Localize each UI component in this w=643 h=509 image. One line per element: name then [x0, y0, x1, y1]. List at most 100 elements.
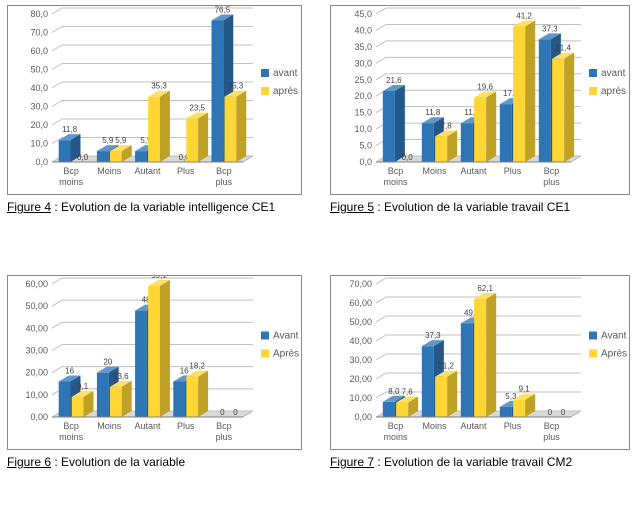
grid-depth: [52, 278, 62, 284]
bar-value-label: 5,9: [115, 136, 127, 145]
figure-6-caption: Figure 6 : Evolution de la variable: [7, 454, 302, 471]
figure-7-cell: 0,0010,0020,0030,0040,0050,0060,0070,008…: [330, 275, 630, 471]
bar-side: [395, 85, 405, 162]
y-tick-label: 70,0: [30, 28, 48, 38]
chart-svg: 0,0010,0020,0030,0040,0050,0060,0070,008…: [331, 276, 631, 451]
y-tick-label: 60,0: [30, 46, 48, 56]
y-tick-label: 40,0: [354, 25, 372, 35]
bar-front: [513, 400, 525, 417]
bar-front: [383, 91, 395, 162]
legend-swatch: [261, 87, 269, 95]
category-label: plus: [543, 177, 560, 187]
bar-value-label: 35,3: [228, 82, 244, 91]
legend-label: Après: [601, 349, 627, 360]
figure-6-chart: 0,0010,0020,0030,0040,0050,0060,00169,1B…: [7, 275, 302, 450]
category-label: Autant: [460, 421, 487, 431]
bar-front: [97, 151, 109, 162]
grid-depth: [376, 8, 386, 14]
bar-front: [500, 407, 512, 417]
legend-label: avant: [601, 68, 626, 79]
grid-depth: [376, 354, 386, 360]
y-tick-label: 50,00: [349, 317, 372, 327]
y-tick-label: 30,0: [354, 58, 372, 68]
bar-value-label: 23,5: [189, 104, 205, 113]
bar-front: [110, 151, 122, 162]
bar-front: [461, 123, 473, 162]
bar-front: [435, 136, 447, 162]
bar-front: [72, 397, 84, 417]
category-label: Autant: [134, 166, 161, 176]
bar-front: [225, 97, 237, 162]
category-label: Moins: [422, 166, 447, 176]
bar-side: [525, 20, 535, 162]
bar-front: [186, 377, 198, 417]
bar-value-label: 0: [220, 408, 225, 417]
grid-depth: [376, 24, 386, 30]
bar-value-label: 76,5: [215, 6, 231, 14]
category-label: Moins: [97, 421, 122, 431]
chart-svg: 0,05,010,015,020,025,030,035,040,045,021…: [331, 6, 631, 196]
legend-label: Avant: [273, 331, 299, 342]
figure-7-caption-rest: : Evolution de la variable travail CM2: [374, 455, 572, 469]
category-label: Plus: [504, 166, 522, 176]
y-tick-label: 40,00: [25, 323, 48, 333]
category-label: Bcp: [388, 166, 404, 176]
bar-front: [110, 387, 122, 417]
bar-value-label: 62,1: [477, 284, 493, 293]
grid-depth: [376, 278, 386, 284]
bar-side: [160, 280, 170, 417]
figure-6-caption-rest: : Evolution de la variable: [51, 455, 185, 469]
grid-depth: [52, 322, 62, 328]
y-tick-label: 60,00: [349, 298, 372, 308]
figure-4-caption: Figure 4 : Evolution de la variable inte…: [7, 199, 302, 216]
legend-swatch: [261, 332, 269, 340]
bar-front: [500, 104, 512, 162]
y-tick-label: 15,0: [354, 108, 372, 118]
bar-value-label: 0,0: [402, 153, 414, 162]
grid-depth: [52, 64, 62, 70]
bar-front: [59, 140, 71, 162]
figure-4-cell: 0,010,020,030,040,050,060,070,080,011,80…: [7, 5, 302, 216]
bar-value-label: 21,6: [386, 76, 402, 85]
page: { "palette": { "avant": "#2e75b6", "apre…: [0, 0, 643, 509]
bar-front: [474, 299, 486, 417]
legend-label: avant: [273, 68, 298, 79]
y-tick-label: 40,0: [30, 83, 48, 93]
bar-front: [539, 39, 551, 162]
y-tick-label: 0,00: [354, 412, 372, 422]
legend-swatch: [589, 350, 597, 358]
category-label: Plus: [177, 166, 195, 176]
bar-side: [564, 53, 574, 162]
bar-front: [186, 119, 198, 162]
bar-side: [486, 92, 496, 162]
bar-value-label: 37,3: [542, 24, 558, 33]
bar-value-label: 35,3: [151, 82, 167, 91]
y-tick-label: 5,0: [359, 141, 372, 151]
category-label: Plus: [177, 421, 195, 431]
y-tick-label: 20,00: [25, 368, 48, 378]
y-tick-label: 45,0: [354, 9, 372, 19]
bar-value-label: 0,0: [77, 153, 89, 162]
bar-front: [461, 323, 473, 417]
bar-front: [148, 97, 160, 162]
y-tick-label: 10,0: [30, 139, 48, 149]
category-label: Bcp: [544, 166, 560, 176]
chart-svg: 0,010,020,030,040,050,060,070,080,011,80…: [8, 6, 303, 196]
bar-value-label: 59,1: [151, 276, 167, 280]
legend-label: après: [273, 86, 298, 97]
bar-value-label: 20: [103, 358, 112, 367]
figure-5-caption: Figure 5 : Evolution de la variable trav…: [330, 199, 630, 216]
grid-depth: [52, 345, 62, 351]
category-label: plus: [216, 177, 233, 187]
figure-4-caption-rest: : Evolution de la variable intelligence …: [51, 200, 275, 214]
category-label: moins: [59, 432, 84, 442]
figure-4-chart: 0,010,020,030,040,050,060,070,080,011,80…: [7, 5, 302, 195]
bar-value-label: 0: [561, 408, 566, 417]
legend-swatch: [589, 69, 597, 77]
bar-front: [59, 382, 71, 417]
grid-depth: [52, 27, 62, 33]
y-tick-label: 70,00: [349, 279, 372, 289]
bar-value-label: 0: [548, 408, 553, 417]
grid-depth: [52, 101, 62, 107]
figure-6-caption-lead: Figure 6: [7, 455, 51, 469]
